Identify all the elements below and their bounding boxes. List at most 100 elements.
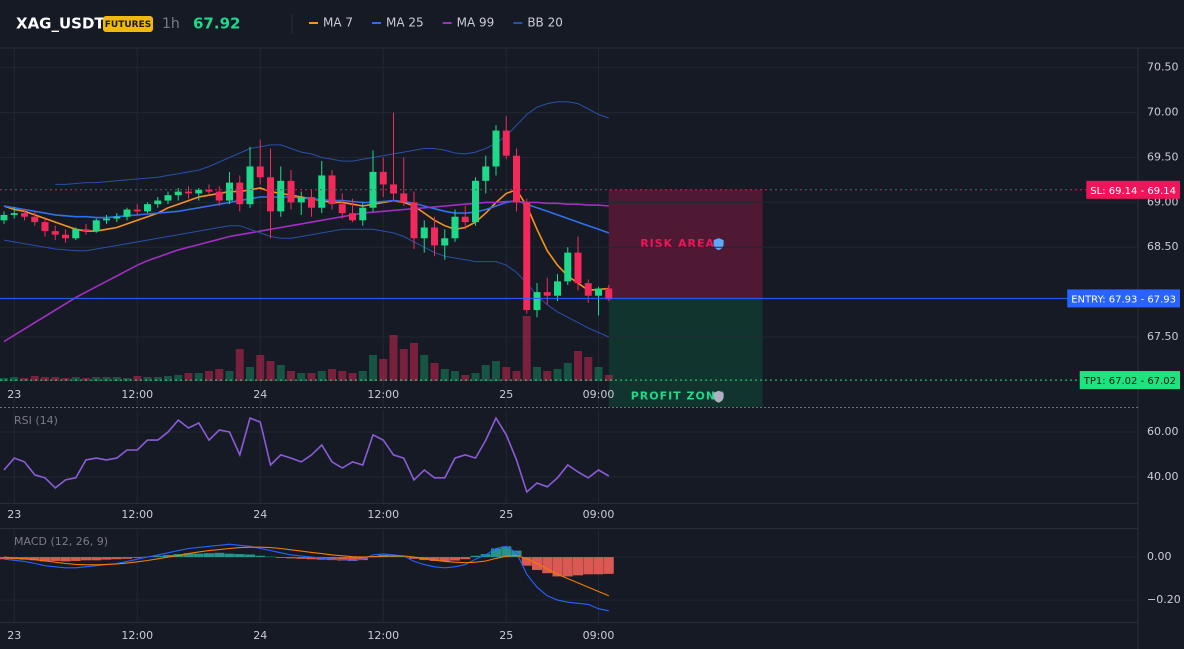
- candle-body: [359, 207, 367, 221]
- volume-bar: [440, 369, 449, 381]
- volume-bar: [51, 377, 60, 381]
- volume-bar: [399, 349, 408, 381]
- y-tick-label: 0.00: [1147, 550, 1172, 563]
- histogram-bar: [603, 557, 614, 574]
- histogram-bar: [296, 557, 307, 559]
- candle-body: [338, 204, 346, 214]
- histogram-bar: [286, 557, 296, 559]
- macd-title: MACD (12, 26, 9): [14, 535, 108, 548]
- histogram-bar: [521, 557, 532, 566]
- x-tick-label: 12:00: [121, 508, 153, 521]
- volume-bar: [369, 355, 377, 381]
- candle-body: [113, 216, 121, 219]
- candle-body: [379, 171, 387, 185]
- candle-body: [21, 213, 28, 217]
- candle-body: [133, 209, 141, 212]
- histogram-bar: [0, 557, 9, 560]
- candle-body: [62, 234, 69, 239]
- volume-bar: [215, 369, 224, 381]
- candle-body: [215, 191, 223, 201]
- x-tick-label: 12:00: [367, 508, 399, 521]
- y-tick-label: −0.20: [1147, 593, 1181, 606]
- candle-body: [256, 166, 264, 178]
- histogram-bar: [275, 557, 286, 558]
- volume-bar: [112, 377, 121, 381]
- histogram-bar: [491, 548, 501, 558]
- histogram-bar: [132, 557, 143, 558]
- volume-bar: [164, 376, 172, 381]
- candle-body: [144, 204, 151, 212]
- zones: RISK AREA PROFIT ZONE: [608, 189, 763, 407]
- candle-body: [441, 238, 449, 246]
- histogram-bar: [327, 557, 337, 561]
- histogram-bar: [347, 557, 358, 561]
- x-tick-label: 25: [499, 629, 513, 642]
- histogram-bar: [501, 546, 512, 558]
- volume-bar: [574, 351, 582, 381]
- histogram-bar: [255, 555, 266, 558]
- volume-bar: [153, 377, 162, 381]
- x-tick-label: 23: [7, 388, 21, 401]
- level-label: TP1: 67.02 - 67.02: [1083, 376, 1176, 387]
- histogram-bar: [163, 554, 173, 558]
- volume-bar: [174, 375, 183, 381]
- histogram-bar: [480, 554, 491, 558]
- histogram-bar: [439, 557, 450, 562]
- volume-bar: [379, 359, 388, 381]
- histogram-bar: [552, 557, 563, 577]
- histogram-bar: [593, 557, 604, 575]
- candle-body: [41, 222, 49, 232]
- histogram-bar: [245, 554, 255, 558]
- candle-body: [195, 189, 203, 194]
- rsi-title: RSI (14): [14, 414, 58, 427]
- candle-body: [523, 202, 531, 311]
- histogram-bar: [573, 557, 583, 576]
- y-tick-label: 60.00: [1147, 425, 1179, 438]
- y-tick-label: 70.00: [1147, 106, 1179, 119]
- zone-label: RISK AREA: [640, 237, 715, 250]
- volume-bar: [0, 378, 8, 381]
- legend-label: MA 99: [457, 16, 495, 30]
- histogram-bar: [337, 557, 348, 561]
- legend-label: BB 20: [527, 16, 563, 30]
- y-tick-label: 40.00: [1147, 470, 1179, 483]
- x-tick-label: 09:00: [583, 388, 615, 401]
- candle-body: [308, 196, 315, 208]
- histogram-bar: [398, 556, 409, 558]
- candle-body: [564, 252, 572, 282]
- candle-body: [103, 218, 110, 221]
- x-tick-label: 09:00: [583, 629, 615, 642]
- zone: [608, 189, 763, 299]
- candle-body: [31, 216, 39, 223]
- histogram-bar: [542, 557, 553, 574]
- histogram-bar: [204, 553, 214, 558]
- x-tick-label: 24: [253, 629, 267, 642]
- volume-bar: [358, 371, 367, 381]
- histogram-bar: [152, 555, 163, 558]
- candle-body: [492, 130, 500, 167]
- histogram-bar: [111, 557, 122, 560]
- badge: [103, 16, 153, 32]
- volume-bar: [82, 378, 90, 381]
- volume-bar: [266, 361, 275, 381]
- volume-bar: [533, 367, 541, 381]
- interval: 1h: [162, 16, 180, 32]
- volume-bar: [328, 369, 336, 381]
- candle-body: [174, 191, 182, 196]
- volume-bar: [563, 363, 572, 381]
- histogram-bar: [101, 557, 112, 560]
- candle-body: [554, 281, 561, 296]
- volume-bar: [297, 373, 306, 381]
- volume-bar: [71, 377, 80, 381]
- y-tick-label: 67.50: [1147, 330, 1179, 343]
- zone-icon: [713, 390, 724, 403]
- candle-body: [461, 216, 469, 223]
- candle-body: [0, 214, 8, 221]
- volume-bar: [451, 371, 459, 381]
- candle-body: [10, 213, 18, 215]
- histogram-bar: [29, 557, 40, 561]
- legend-label: MA 7: [323, 16, 353, 30]
